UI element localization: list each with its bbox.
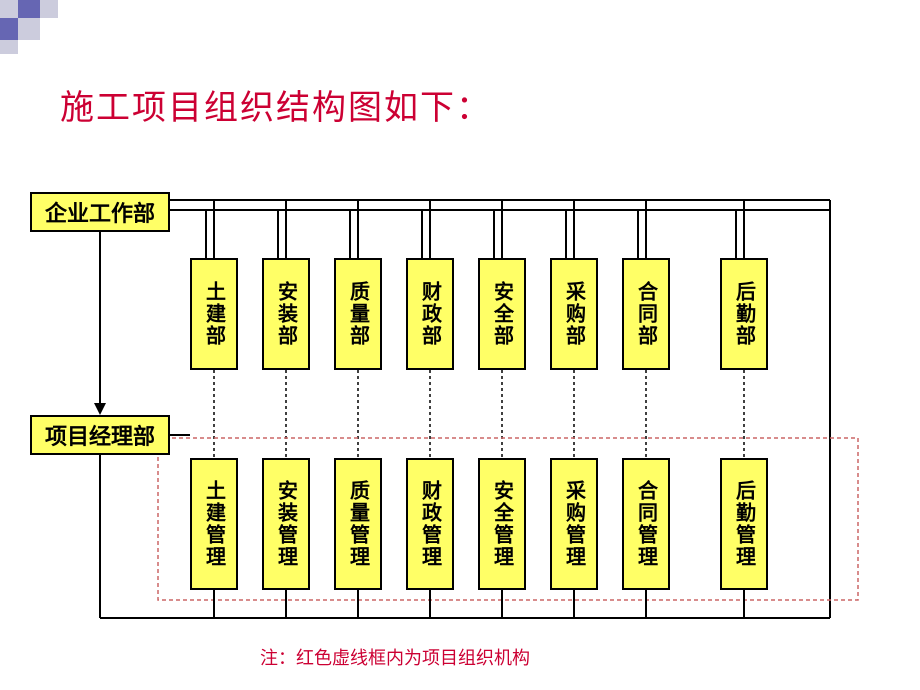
row2-2: 质量管理 [334,458,382,590]
row1-3: 财政部 [406,258,454,370]
row1-4: 安全部 [478,258,526,370]
row2-4: 安全管理 [478,458,526,590]
pm-box: 项目经理部 [30,415,170,455]
row2-7: 后勤管理 [720,458,768,590]
row2-6: 合同管理 [622,458,670,590]
row2-3: 财政管理 [406,458,454,590]
row2-0: 土建管理 [190,458,238,590]
row1-1: 安装部 [262,258,310,370]
row1-5: 采购部 [550,258,598,370]
row1-7: 后勤部 [720,258,768,370]
enterprise-box: 企业工作部 [30,192,170,232]
page-title: 施工项目组织结构图如下： [60,80,492,129]
row2-1: 安装管理 [262,458,310,590]
row1-6: 合同部 [622,258,670,370]
row1-2: 质量部 [334,258,382,370]
row1-0: 土建部 [190,258,238,370]
footnote: 注：红色虚线框内为项目组织机构 [260,644,530,670]
row2-5: 采购管理 [550,458,598,590]
